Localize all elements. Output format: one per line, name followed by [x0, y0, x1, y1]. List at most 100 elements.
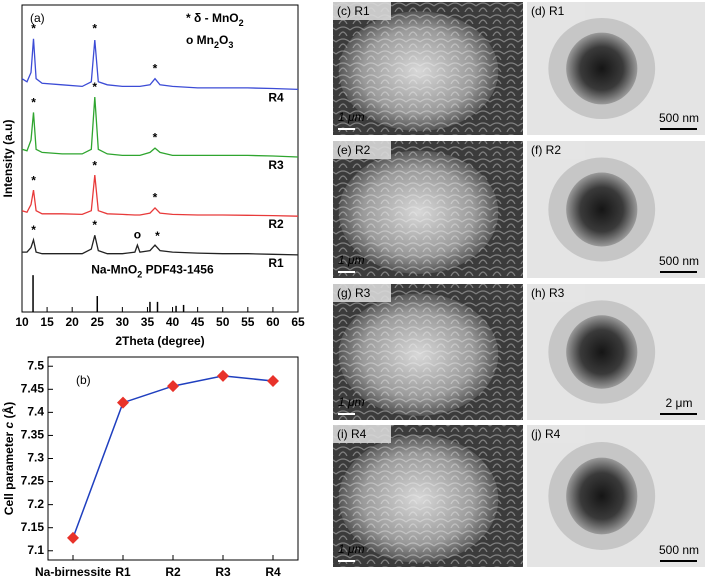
y-axis-label: Intensity (a.u) [1, 119, 15, 197]
legend-entry: o Mn2O3 [186, 33, 233, 50]
reference-label-part: PDF43-1456 [142, 263, 214, 277]
legend-entry-part: o Mn [186, 33, 214, 47]
y-tick-label: 7.25 [21, 474, 45, 488]
x-tick-label: R1 [115, 565, 131, 579]
reference-label-part: Na-MnO [91, 263, 137, 277]
x-tick-label: R2 [165, 565, 181, 579]
series-label: R2 [268, 217, 284, 231]
sem-texture [333, 2, 523, 135]
scale-bar-label: 500 nm [659, 543, 699, 557]
peak-marker: * [31, 223, 36, 237]
scale-bar-label: 1 μm [338, 542, 365, 556]
series-label: R1 [268, 256, 284, 270]
peak-marker: * [153, 191, 158, 205]
peak-marker: * [155, 229, 160, 243]
scale-bar-label: 500 nm [659, 111, 699, 125]
xrd-curve [21, 175, 299, 217]
tem-particle [566, 457, 638, 535]
y-tick-label: 7.35 [21, 428, 45, 442]
scale-bar-label: 2 μm [666, 396, 693, 410]
x-tick-label: 55 [241, 315, 255, 329]
y-tick-label: 7.4 [27, 405, 44, 419]
sem-texture [333, 141, 523, 278]
x-tick-label: 45 [191, 315, 205, 329]
legend-entry-part: 3 [228, 40, 233, 50]
panel-label: (c) R1 [337, 4, 370, 18]
x-tick-label: 50 [216, 315, 230, 329]
label-box [333, 2, 391, 20]
peak-marker: * [92, 218, 97, 232]
scale-bar-label: 500 nm [659, 254, 699, 268]
peak-marker: * [153, 131, 158, 145]
peak-marker: * [92, 22, 97, 36]
scale-bar-label: 1 μm [338, 253, 365, 267]
x-tick-label: 35 [141, 315, 155, 329]
x-tick-label: R3 [215, 565, 231, 579]
y-tick-label: 7.45 [21, 381, 45, 395]
peak-marker: * [31, 95, 36, 109]
tem-particle [566, 315, 638, 389]
y-axis-label-part: Cell parameter [2, 428, 16, 515]
reference-label: Na-MnO2 PDF43-1456 [91, 263, 214, 280]
legend-entry: * δ - MnO2 [186, 11, 244, 28]
x-tick-label: 20 [66, 315, 80, 329]
x-tick-label: 10 [15, 315, 29, 329]
panel-label: (h) R3 [531, 286, 565, 300]
label-box [333, 141, 391, 159]
series-label: R3 [268, 158, 284, 172]
y-tick-label: 7.3 [27, 451, 44, 465]
x-tick-label: 65 [291, 315, 305, 329]
y-tick-label: 7.15 [21, 520, 45, 534]
scale-bar-label: 1 μm [338, 110, 365, 124]
sem-texture [333, 284, 523, 420]
label-box [527, 141, 585, 159]
x-tick-label: 25 [91, 315, 105, 329]
y-axis-label-part: c [2, 421, 16, 428]
legend-entry-part: 2 [214, 40, 219, 50]
panel-label: (e) R2 [337, 143, 371, 157]
data-point [217, 369, 229, 382]
peak-marker: * [31, 174, 36, 188]
xrd-curve [21, 97, 299, 158]
legend-entry-part: 2 [239, 18, 244, 28]
tem-particle [566, 32, 638, 105]
series-label: R4 [268, 90, 284, 104]
xrd-curve [22, 235, 299, 256]
panel-label: (a) [30, 11, 45, 25]
y-tick-label: 7.1 [27, 543, 44, 557]
panel-label: (i) R4 [337, 427, 367, 441]
x-tick-label: 15 [40, 315, 54, 329]
label-box [527, 284, 585, 302]
x-tick-label: R4 [265, 565, 281, 579]
peak-marker: * [31, 22, 36, 36]
label-box [527, 2, 585, 20]
xrd-curve [21, 38, 299, 91]
legend-entry-part: * δ - MnO [186, 11, 239, 25]
scale-bar-label: 1 μm [338, 395, 365, 409]
reference-label-part: 2 [137, 270, 142, 280]
tem-particle [566, 172, 638, 247]
x-tick-label: 60 [266, 315, 280, 329]
x-axis-label: 2Theta (degree) [115, 334, 204, 348]
y-axis-label: Cell parameter c (Å) [1, 402, 16, 515]
peak-marker: * [92, 158, 97, 172]
peak-marker: * [153, 62, 158, 76]
y-tick-label: 7.2 [27, 497, 44, 511]
data-point [67, 531, 79, 544]
panel-label: (g) R3 [337, 286, 371, 300]
x-tick-label: 40 [166, 315, 180, 329]
data-point [117, 396, 129, 409]
label-box [333, 284, 391, 302]
data-point [167, 380, 179, 393]
panel-label: (b) [76, 373, 91, 387]
label-box [527, 425, 585, 443]
y-axis-label-part: (Å) [1, 402, 16, 422]
y-tick-label: 7.5 [27, 358, 44, 372]
label-box [333, 425, 391, 443]
legend-entry-part: O [219, 33, 228, 47]
peak-marker: * [92, 80, 97, 94]
peak-marker: o [134, 227, 141, 241]
x-tick-label: Na-birnessite [35, 565, 111, 579]
x-tick-label: 30 [116, 315, 130, 329]
